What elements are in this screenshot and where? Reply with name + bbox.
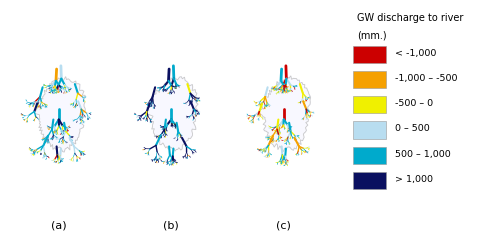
Polygon shape (145, 77, 198, 151)
Text: (b): (b) (164, 221, 179, 231)
Text: -1,000 – -500: -1,000 – -500 (396, 74, 458, 83)
Polygon shape (34, 77, 86, 152)
FancyBboxPatch shape (352, 71, 386, 88)
Text: < -1,000: < -1,000 (396, 48, 436, 58)
Text: (a): (a) (51, 221, 66, 231)
Text: (mm.): (mm.) (357, 31, 387, 41)
FancyBboxPatch shape (352, 121, 386, 139)
Polygon shape (258, 76, 310, 151)
FancyBboxPatch shape (352, 46, 386, 63)
Text: (c): (c) (276, 221, 291, 231)
Text: -500 – 0: -500 – 0 (396, 99, 434, 108)
FancyBboxPatch shape (352, 172, 386, 189)
Text: 0 – 500: 0 – 500 (396, 124, 430, 134)
Text: > 1,000: > 1,000 (396, 175, 434, 184)
Text: GW discharge to river: GW discharge to river (357, 14, 464, 24)
FancyBboxPatch shape (352, 147, 386, 164)
FancyBboxPatch shape (352, 96, 386, 113)
Text: 500 – 1,000: 500 – 1,000 (396, 150, 451, 159)
